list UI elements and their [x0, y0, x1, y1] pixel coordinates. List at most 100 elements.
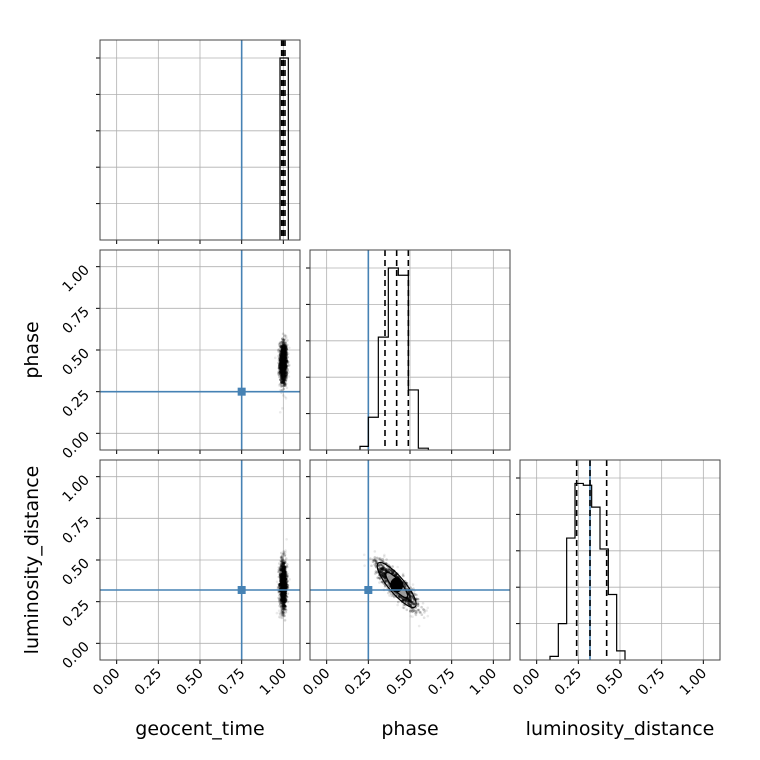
density-point [282, 606, 285, 610]
density-point [380, 573, 384, 576]
density-point [280, 601, 284, 604]
density-point [391, 571, 394, 575]
panel-frame [99, 39, 301, 241]
density-point [285, 572, 289, 576]
density-point [280, 560, 284, 564]
density-point [380, 569, 383, 572]
density-point [283, 570, 287, 573]
density-point [279, 380, 283, 384]
density-point [280, 562, 284, 566]
density-point [280, 377, 284, 381]
density-point [284, 373, 288, 377]
density-point [283, 570, 287, 574]
density-point [278, 616, 282, 619]
density-point [280, 610, 283, 613]
density-point [282, 569, 286, 572]
density-point [281, 340, 285, 344]
density-point [278, 357, 281, 360]
density-point [282, 376, 285, 380]
density-point [285, 374, 289, 377]
density-point [284, 349, 287, 353]
density-point [395, 593, 398, 596]
density-point [282, 569, 285, 573]
density-point [280, 340, 284, 344]
density-point [282, 563, 285, 567]
density-point [384, 580, 388, 583]
density-point [404, 598, 408, 601]
density-point [276, 585, 280, 589]
density-point [284, 608, 287, 611]
density-point [283, 344, 287, 348]
density-point [282, 569, 286, 573]
density-point [283, 349, 286, 352]
density-point [381, 564, 385, 567]
density-point [410, 600, 414, 604]
density-point [280, 567, 284, 571]
density-point [280, 376, 283, 380]
density-point [283, 605, 287, 608]
density-point [279, 349, 282, 353]
density-point [382, 555, 386, 558]
density-point [277, 568, 280, 572]
density-point [282, 346, 286, 350]
density-point [278, 371, 282, 375]
density-point [286, 343, 289, 347]
density-point [282, 350, 285, 353]
density-point [408, 598, 412, 602]
density-panel-geocent_time-phase [96, 249, 301, 454]
hist-panel-geocent_time [96, 39, 301, 244]
density-point [282, 597, 286, 600]
density-point [281, 351, 285, 354]
y-tick-label: 0.75 [59, 304, 92, 337]
density-point [282, 550, 286, 553]
density-point [406, 600, 410, 603]
density-point [281, 568, 285, 572]
density-point [280, 380, 284, 384]
density-point [281, 565, 285, 569]
density-point [281, 344, 284, 347]
density-point [420, 613, 424, 617]
density-point [285, 371, 288, 374]
density-point [278, 410, 282, 414]
density-point [279, 385, 283, 388]
density-point [279, 597, 283, 601]
density-point [281, 569, 285, 573]
density-point [283, 343, 286, 347]
density-point [278, 600, 281, 604]
density-point [391, 571, 394, 575]
x-tick-label: 0.00 [90, 666, 123, 699]
density-point [384, 569, 388, 572]
density-point [282, 344, 286, 347]
density-point [407, 599, 410, 602]
density-point [282, 381, 286, 385]
density-point [282, 606, 285, 610]
density-point [285, 376, 288, 380]
density-point [281, 564, 284, 567]
density-point [385, 558, 388, 561]
density-point [279, 374, 283, 377]
density-point [285, 348, 288, 351]
density-point [286, 360, 290, 364]
density-point [414, 611, 417, 615]
density-point [379, 567, 383, 571]
density-point [285, 537, 288, 541]
density-point [284, 351, 287, 354]
density-point [410, 602, 414, 605]
density-point [282, 603, 286, 607]
density-point [381, 573, 385, 576]
density-point [284, 376, 287, 379]
density-point [284, 599, 287, 603]
density-point [283, 377, 286, 381]
density-point [284, 341, 287, 345]
density-point [281, 353, 285, 356]
density-point [285, 574, 289, 578]
density-point [276, 348, 280, 352]
density-point [277, 575, 281, 579]
density-point [280, 351, 284, 354]
density-point [282, 602, 286, 605]
density-point [280, 572, 284, 576]
density-point [279, 341, 282, 345]
x-tick-label: 0.50 [593, 666, 626, 699]
density-point [278, 601, 282, 605]
